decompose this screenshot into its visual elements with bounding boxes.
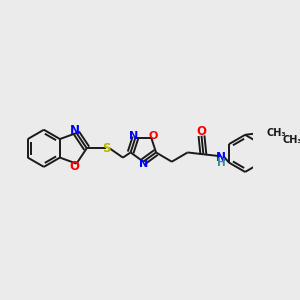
Text: O: O [196, 125, 206, 138]
Text: N: N [129, 131, 138, 141]
Text: S: S [102, 142, 110, 155]
Text: N: N [70, 124, 80, 137]
Text: CH₃: CH₃ [267, 128, 286, 138]
Text: N: N [216, 151, 226, 164]
Text: N: N [139, 159, 148, 169]
Text: O: O [70, 160, 80, 173]
Text: O: O [148, 131, 158, 141]
Text: H: H [217, 158, 225, 168]
Text: CH₃: CH₃ [283, 134, 300, 145]
